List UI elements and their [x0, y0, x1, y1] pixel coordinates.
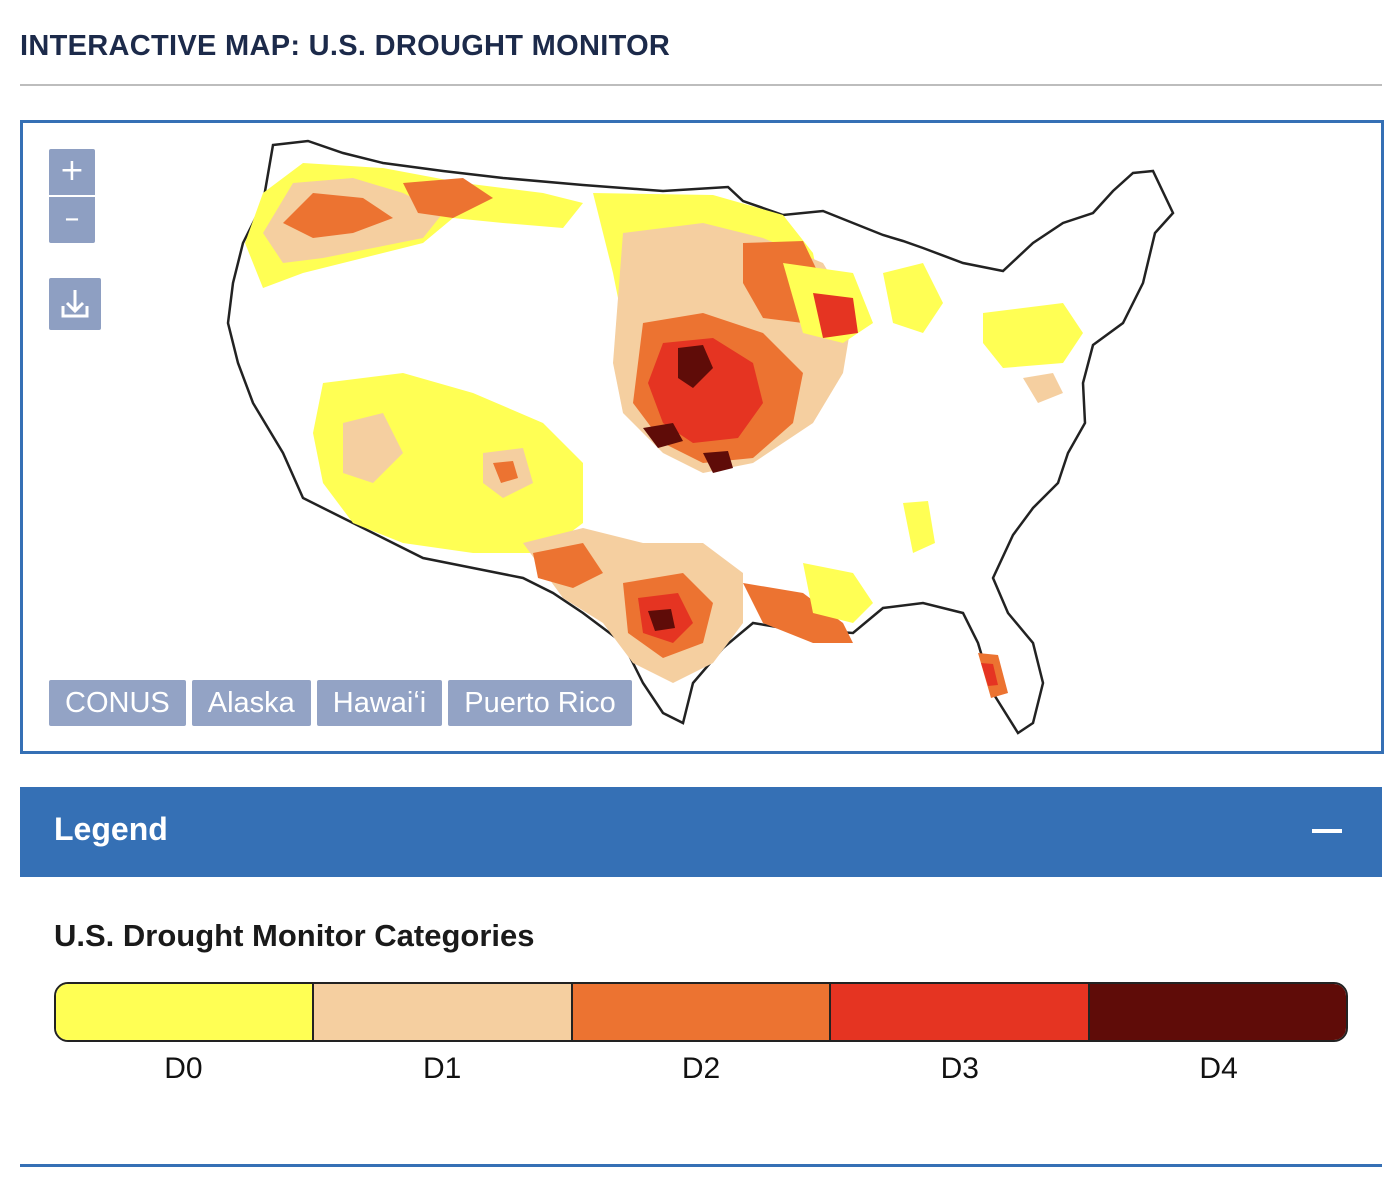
- legend-header[interactable]: Legend: [20, 787, 1382, 877]
- categories-title: U.S. Drought Monitor Categories: [54, 918, 535, 953]
- page-title: INTERACTIVE MAP: U.S. DROUGHT MONITOR: [20, 30, 671, 62]
- region-tab-alaska[interactable]: Alaska: [191, 680, 311, 726]
- swatch-d1: [314, 984, 573, 1040]
- map-canvas[interactable]: [23, 123, 1381, 751]
- bottom-divider: [20, 1164, 1382, 1167]
- minus-icon[interactable]: [1312, 829, 1342, 833]
- region-tab-hawaii[interactable]: Hawaiʻi: [316, 680, 443, 726]
- swatch-d4: [1089, 984, 1346, 1040]
- region-tab-conus[interactable]: CONUS: [49, 680, 186, 726]
- swatch-d0: [56, 984, 315, 1040]
- zoom-out-button[interactable]: –: [49, 197, 95, 243]
- scale-label-d2: D2: [681, 1052, 721, 1085]
- download-icon: [61, 290, 89, 318]
- swatch-d3: [831, 984, 1090, 1040]
- drought-areas: [245, 163, 1083, 698]
- scale-labels: D0 D1 D2 D3 D4: [54, 1052, 1348, 1086]
- zoom-in-button[interactable]: +: [49, 149, 95, 195]
- scale-label-d3: D3: [940, 1052, 979, 1085]
- scale-label-d1: D1: [423, 1052, 462, 1085]
- swatch-d2: [572, 984, 832, 1040]
- download-button[interactable]: [49, 278, 101, 330]
- region-tab-puerto-rico[interactable]: Puerto Rico: [448, 680, 632, 726]
- drought-map[interactable]: + – CONUS Alaska Hawaiʻi Puerto Rico: [20, 120, 1384, 754]
- region-tabs: CONUS Alaska Hawaiʻi Puerto Rico: [49, 680, 632, 726]
- title-divider: [20, 84, 1382, 86]
- legend-title: Legend: [54, 811, 168, 847]
- scale-label-d0: D0: [164, 1052, 203, 1085]
- scale-label-d4: D4: [1199, 1052, 1238, 1085]
- drought-scale: [54, 982, 1348, 1042]
